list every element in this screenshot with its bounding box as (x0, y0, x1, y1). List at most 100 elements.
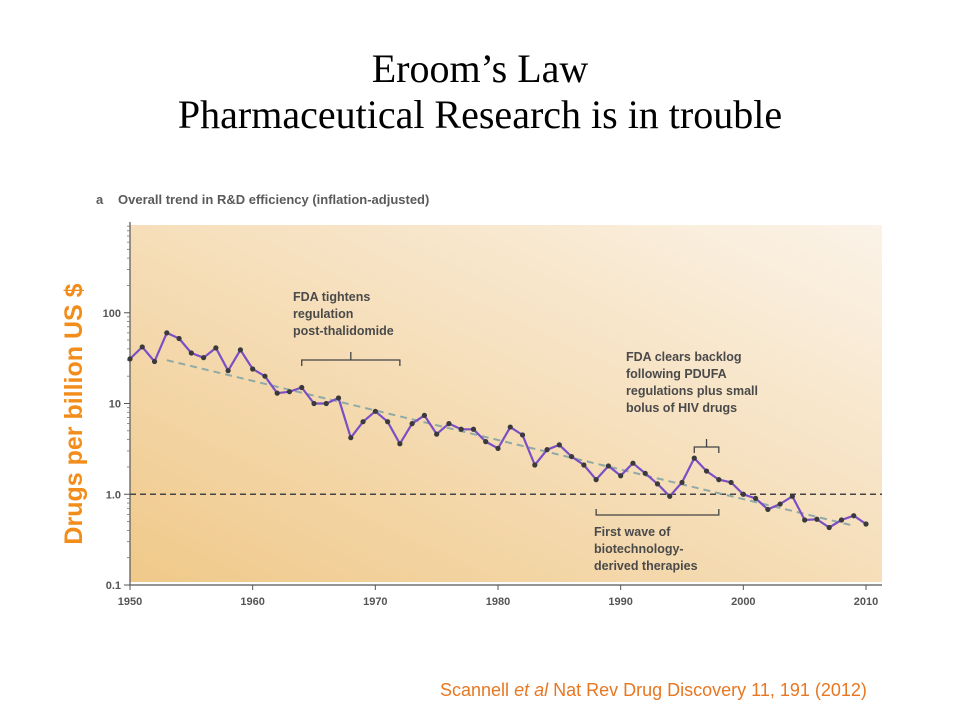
data-point (176, 335, 182, 342)
data-point (507, 424, 513, 430)
data-point (691, 455, 697, 461)
data-point (397, 441, 403, 447)
data-point (851, 513, 857, 519)
data-point (372, 408, 378, 414)
data-point (483, 439, 489, 445)
data-point (777, 501, 783, 507)
data-point (581, 462, 587, 468)
citation-etal: et al (514, 680, 549, 700)
data-point (802, 517, 808, 523)
data-point (740, 491, 746, 497)
slide-title-line2: Pharmaceutical Research is in trouble (177, 92, 783, 137)
data-point (544, 447, 550, 453)
data-point (630, 460, 636, 466)
slide-title-line1: Eroom’s Law (371, 46, 589, 91)
data-point (335, 395, 342, 401)
series-layer (127, 330, 869, 531)
panel-label: a (96, 192, 104, 207)
annotation-text: biotechnology- (594, 542, 684, 556)
y-tick-label: 1.0 (106, 489, 121, 501)
data-point (605, 463, 612, 469)
annotation-bracket (301, 352, 401, 366)
citation-authors: Scannell (440, 680, 515, 700)
data-point (421, 412, 427, 418)
x-tick-label: 2000 (731, 596, 755, 608)
annotations: FDA tightens regulation post-thalidomide FD… (293, 290, 758, 573)
data-point (409, 421, 415, 427)
data-point (618, 473, 624, 479)
data-point (201, 355, 207, 361)
data-point (863, 521, 869, 527)
annotation-bracket (595, 509, 720, 516)
data-point (385, 419, 391, 425)
data-point (323, 400, 329, 407)
data-point (556, 442, 562, 448)
data-point (360, 419, 366, 425)
data-point (519, 432, 526, 438)
data-point (213, 345, 219, 351)
x-tick-label: 2010 (854, 596, 878, 608)
annotation-bracket (693, 439, 720, 453)
data-point (262, 373, 268, 379)
annotation-text: bolus of HIV drugs (626, 401, 737, 415)
data-point (814, 516, 820, 522)
data-point (642, 470, 648, 476)
citation: Scannell et al Nat Rev Drug Discovery 11… (440, 680, 950, 701)
data-point (679, 479, 685, 486)
data-point (139, 344, 145, 350)
data-point (838, 517, 845, 523)
data-point (299, 384, 305, 391)
data-point (789, 493, 796, 499)
data-point (311, 400, 317, 407)
axes: 0.1 1.0 10 100 1950 1960 1970 1980 1990 2000 2010 (103, 222, 882, 608)
x-tick-label: 1980 (486, 596, 510, 608)
data-point (667, 493, 673, 499)
data-point (569, 453, 575, 460)
data-point (446, 421, 452, 427)
citation-source: Nat Rev Drug Discovery 11, 191 (2012) (548, 680, 867, 700)
data-point (703, 468, 710, 474)
annotation-text: FDA clears backlog (626, 350, 742, 364)
chart-title: Overall trend in R&D efficiency (inflati… (118, 192, 429, 207)
data-point (470, 426, 477, 432)
data-point (434, 431, 440, 437)
data-point (826, 524, 832, 531)
data-point (532, 462, 538, 468)
x-tick-label: 1960 (240, 596, 264, 608)
y-tick-label: 100 (103, 308, 121, 320)
data-point (348, 435, 354, 441)
annotation-text: post-thalidomide (293, 324, 394, 338)
data-point (250, 366, 256, 372)
y-axis-label: Drugs per billion US $ (60, 283, 88, 544)
x-tick-label: 1970 (363, 596, 387, 608)
data-point (495, 445, 501, 452)
data-point (164, 330, 170, 336)
data-point (286, 389, 293, 395)
data-point (654, 481, 661, 487)
annotation-text: FDA tightens (293, 290, 370, 304)
data-point (127, 356, 133, 362)
trend-line (166, 359, 854, 527)
annotation-text: derived therapies (594, 559, 698, 573)
data-point (274, 390, 280, 396)
x-tick-label: 1990 (608, 596, 632, 608)
annotation-text: regulations plus small (626, 384, 758, 398)
y-tick-label: 10 (109, 399, 121, 411)
x-tick-label: 1950 (118, 596, 142, 608)
slide-title: Eroom’s Law Pharmaceutical Research is i… (0, 46, 960, 138)
data-point (458, 426, 464, 432)
data-point (237, 347, 243, 353)
data-point (225, 368, 231, 374)
data-point (593, 477, 599, 483)
annotation-text: regulation (293, 307, 353, 321)
data-point (753, 495, 759, 502)
data-point (716, 477, 722, 483)
annotation-text: First wave of (594, 525, 671, 539)
y-tick-label: 0.1 (106, 580, 121, 592)
annotation-text: following PDUFA (626, 367, 727, 381)
plot-background (130, 225, 882, 582)
data-point (151, 358, 158, 365)
data-point (728, 479, 734, 486)
data-point (765, 506, 771, 513)
